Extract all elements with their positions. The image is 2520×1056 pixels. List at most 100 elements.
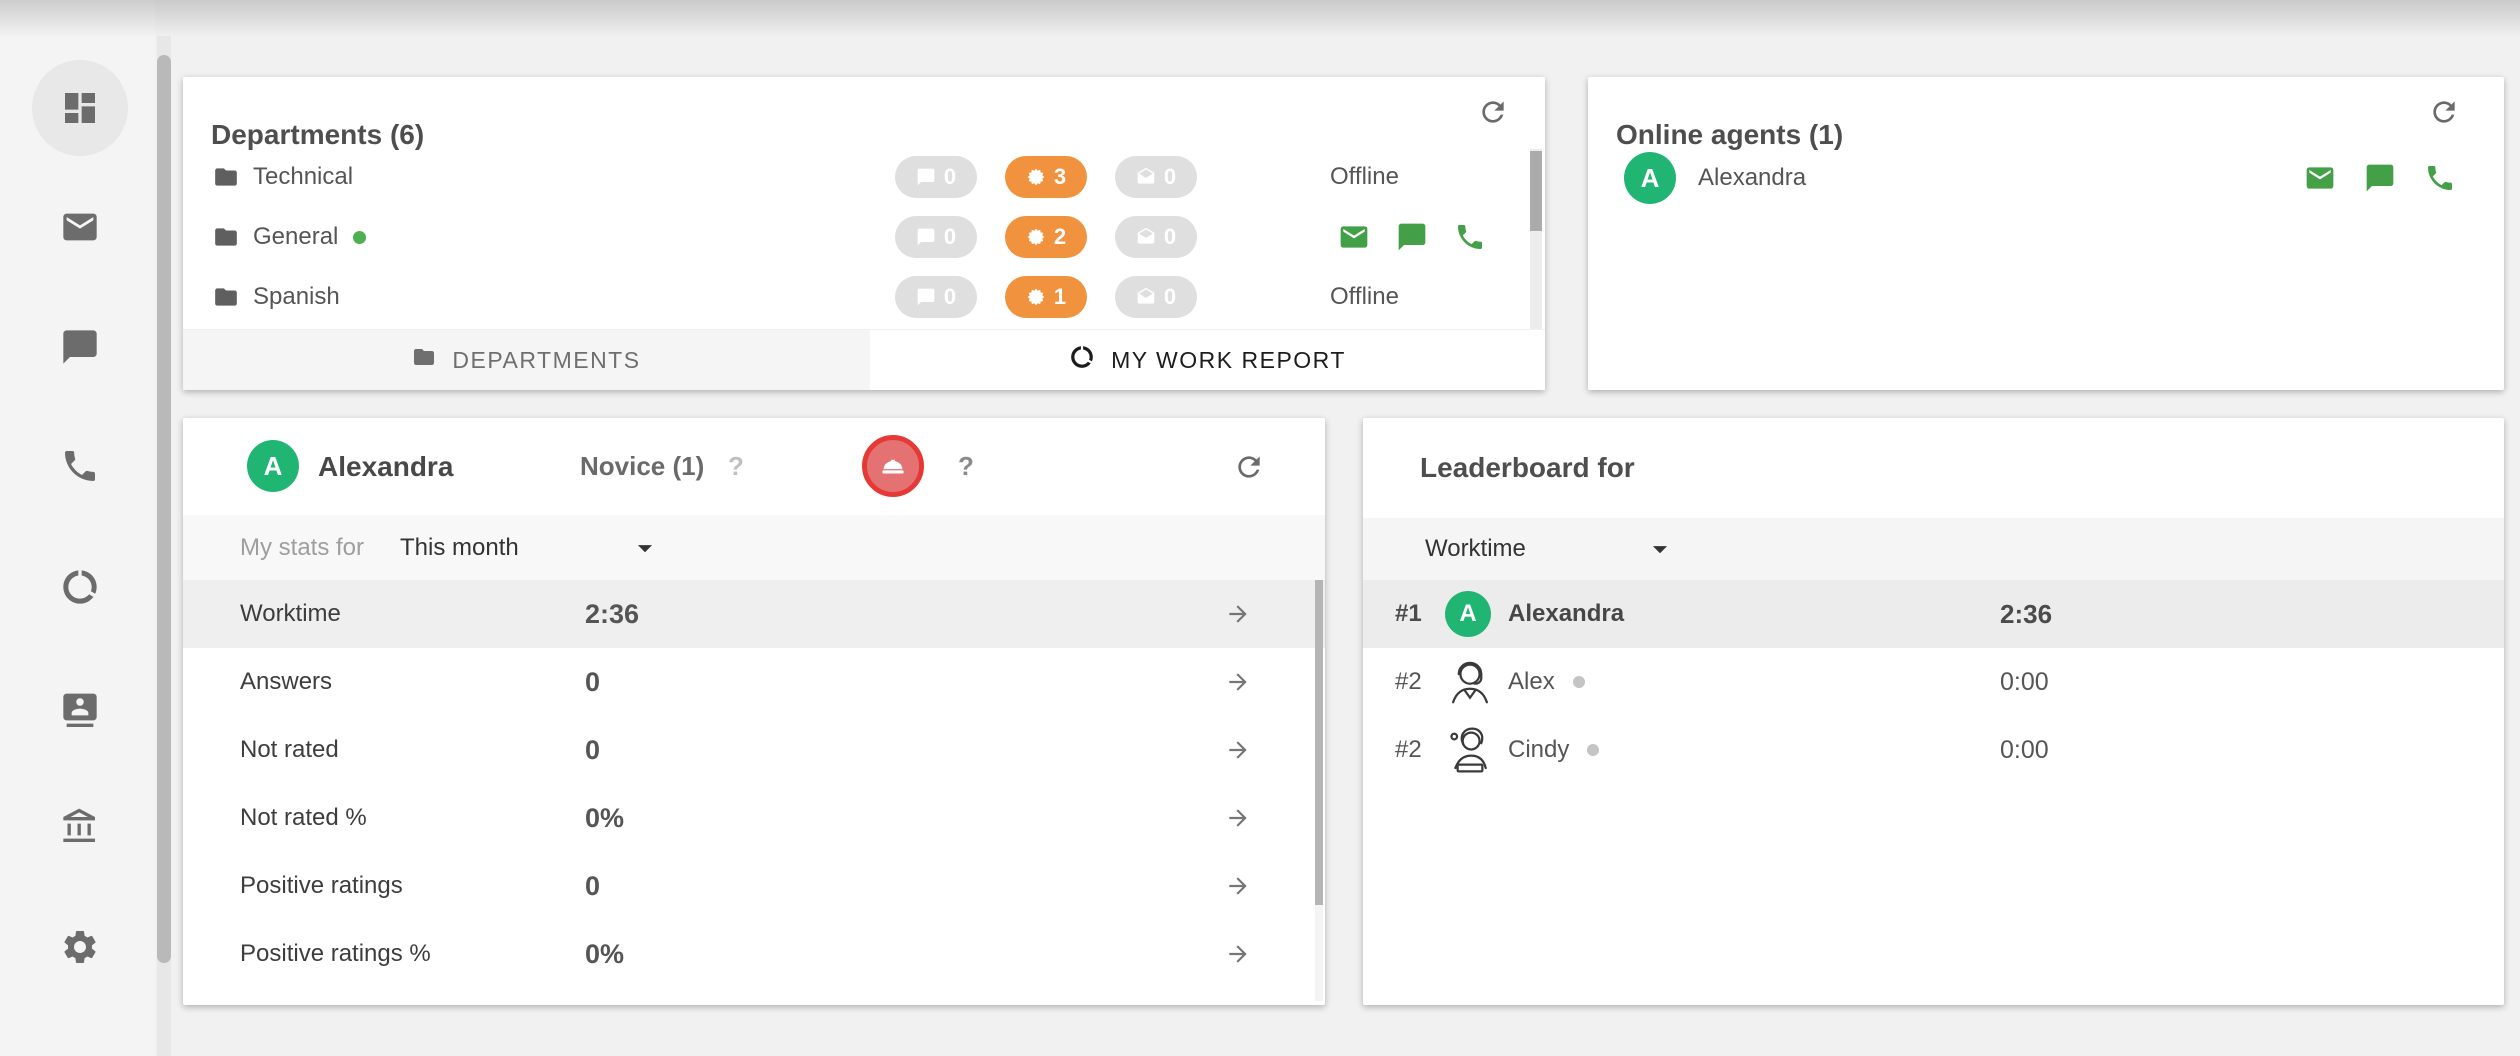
stat-row[interactable]: Not rated % 0% <box>183 784 1325 852</box>
online-agents-header: Online agents (1) <box>1588 77 2504 150</box>
stat-detail-arrow[interactable] <box>1225 601 1251 627</box>
start-chat-button[interactable] <box>1396 221 1428 253</box>
online-agents-refresh-button[interactable] <box>2428 96 2460 128</box>
badge-help[interactable]: ? <box>958 451 974 481</box>
leaderboard-title: Leaderboard for <box>1420 452 1635 483</box>
start-chat-button[interactable] <box>2364 162 2396 194</box>
online-status-dot <box>353 230 367 244</box>
start-call-button[interactable] <box>1454 221 1486 253</box>
top-shadow <box>0 0 2520 38</box>
stats-scrollbar[interactable] <box>1315 580 1323 1001</box>
stat-detail-arrow[interactable] <box>1225 669 1251 695</box>
work-report-refresh-button[interactable] <box>1233 451 1265 483</box>
agent-name: Alexandra <box>1698 164 1807 191</box>
stats-scrollbar-thumb[interactable] <box>1315 580 1323 905</box>
mails-count-badge[interactable]: 0 <box>1115 156 1197 198</box>
tab-departments[interactable]: DEPARTMENTS <box>183 330 870 390</box>
online-agents-panel: Online agents (1) A Alexandra <box>1588 77 2504 390</box>
stat-row[interactable]: Not rated 0 <box>183 716 1325 784</box>
level-help[interactable]: ? <box>728 451 744 481</box>
leaderboard-row: #2 Alex 0:00 <box>1363 648 2504 716</box>
stat-detail-arrow[interactable] <box>1225 941 1251 967</box>
sidebar <box>0 0 155 1056</box>
main-scrollbar[interactable] <box>157 36 171 1056</box>
stat-value: 0 <box>585 870 601 901</box>
dropdown-caret-icon <box>1643 532 1677 566</box>
tickets-count-badge[interactable]: 1 <box>1005 276 1087 318</box>
active-item-highlight <box>32 60 128 156</box>
send-mail-button[interactable] <box>2304 162 2336 194</box>
sidebar-item-reports[interactable] <box>60 567 100 607</box>
metric-dropdown[interactable]: Worktime <box>1425 518 1526 580</box>
main-scrollbar-thumb[interactable] <box>157 55 171 963</box>
chat-icon <box>916 227 936 247</box>
tickets-count-badge[interactable]: 3 <box>1005 156 1087 198</box>
sidebar-item-dashboard[interactable] <box>60 88 100 128</box>
stat-row[interactable]: Answers 0 <box>183 648 1325 716</box>
sidebar-item-calls[interactable] <box>60 446 100 486</box>
stat-label: Answers <box>240 668 333 695</box>
stat-value: 0 <box>585 666 601 697</box>
sidebar-item-tickets[interactable] <box>60 207 100 247</box>
tickets-count: 1 <box>1053 284 1067 309</box>
departments-refresh-button[interactable] <box>1477 96 1509 128</box>
department-row[interactable]: Spanish 0 1 0 Offline <box>183 267 1529 327</box>
mail-icon <box>60 207 100 247</box>
contacts-icon <box>60 687 100 727</box>
online-agents-title: Online agents (1) <box>1616 119 1844 151</box>
start-call-button[interactable] <box>2424 162 2456 194</box>
leaderboard-list: #1 A Alexandra 2:36 #2 Alex 0:00 <box>1363 580 2504 784</box>
stat-detail-arrow[interactable] <box>1225 805 1251 831</box>
agent-name: Alexandra <box>1508 600 1625 627</box>
sidebar-item-contacts[interactable] <box>60 687 100 727</box>
department-row[interactable]: Technical 0 3 0 Offline <box>183 147 1529 207</box>
stats-period-bar: My stats for This month <box>183 515 1325 580</box>
tickets-count-badge[interactable]: 2 <box>1005 216 1087 258</box>
department-name: Spanish <box>253 283 340 310</box>
phone-icon <box>2424 162 2456 194</box>
chats-count: 0 <box>943 164 957 189</box>
ticket-burst-icon <box>1026 227 1046 247</box>
open-mail-icon <box>1136 227 1156 247</box>
department-row[interactable]: General 0 2 0 <box>183 207 1529 267</box>
chat-icon <box>916 167 936 187</box>
period-dropdown[interactable]: This month <box>400 515 653 580</box>
stat-row[interactable]: Positive ratings 0 <box>183 852 1325 920</box>
department-status: Offline <box>1330 163 1399 190</box>
sidebar-item-billing[interactable] <box>60 807 100 847</box>
tab-label: MY WORK REPORT <box>1111 346 1346 373</box>
sidebar-item-settings[interactable] <box>60 927 100 967</box>
stat-row[interactable]: Worktime 2:36 <box>183 580 1325 648</box>
work-report-ring-icon <box>1069 344 1095 376</box>
refresh-icon <box>2428 96 2460 128</box>
mails-count: 0 <box>1163 164 1177 189</box>
phone-icon <box>60 446 100 486</box>
chat-icon <box>2364 162 2396 194</box>
departments-scrollbar[interactable] <box>1530 149 1542 329</box>
rank: #2 <box>1395 668 1422 695</box>
mails-count-badge[interactable]: 0 <box>1115 276 1197 318</box>
stat-detail-arrow[interactable] <box>1225 873 1251 899</box>
mails-count: 0 <box>1163 284 1177 309</box>
departments-panel: Departments (6) Technical 0 3 0 Offline … <box>183 77 1545 390</box>
tab-label: DEPARTMENTS <box>452 346 641 373</box>
tab-my-work-report[interactable]: MY WORK REPORT <box>870 330 1545 390</box>
chats-count-badge[interactable]: 0 <box>895 216 977 258</box>
folder-icon <box>213 284 239 310</box>
tickets-count: 3 <box>1053 164 1067 189</box>
stat-row[interactable]: Positive ratings % 0% <box>183 920 1325 988</box>
chats-count-badge[interactable]: 0 <box>895 156 977 198</box>
chats-count-badge[interactable]: 0 <box>895 276 977 318</box>
sidebar-item-chats[interactable] <box>60 327 100 367</box>
stats-list: Worktime 2:36 Answers 0 Not rated 0 Not … <box>183 580 1325 988</box>
send-mail-button[interactable] <box>1338 221 1370 253</box>
rank: #1 <box>1395 600 1422 627</box>
stat-detail-arrow[interactable] <box>1225 737 1251 763</box>
departments-scrollbar-thumb[interactable] <box>1530 151 1542 231</box>
metric-value: 0:00 <box>2000 735 2049 764</box>
mails-count: 0 <box>1163 224 1177 249</box>
mails-count-badge[interactable]: 0 <box>1115 216 1197 258</box>
metric-value: 0:00 <box>2000 667 2049 696</box>
online-agent-row[interactable]: A Alexandra <box>1588 147 2504 209</box>
